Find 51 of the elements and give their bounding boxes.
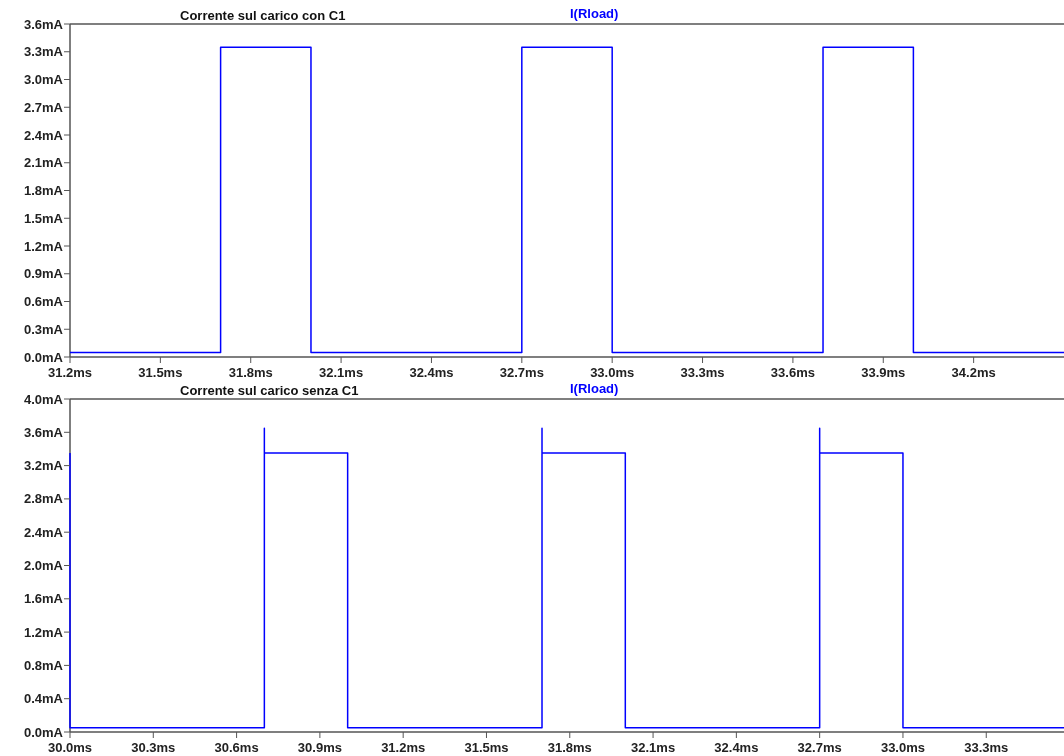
y-tick-label: 1.6mA	[23, 591, 64, 607]
x-tick-label: 33.0ms	[590, 365, 635, 380]
x-tick-label: 31.8ms	[547, 740, 592, 755]
y-tick-label: 3.6mA	[23, 424, 64, 440]
x-tick-label: 34.2ms	[951, 365, 996, 380]
y-tick-label: 0.0mA	[23, 724, 64, 740]
x-tick-label: 32.7ms	[797, 740, 842, 755]
y-tick-label: 0.6mA	[23, 294, 64, 310]
text: I(Rload)	[570, 381, 619, 396]
y-tick-label: 3.2mA	[23, 458, 64, 474]
y-tick-label: 2.0mA	[23, 558, 64, 574]
text: I(Rload)	[570, 6, 619, 21]
chart-title: Corrente sul carico senza C1	[180, 383, 359, 398]
y-tick-label: 3.3mA	[23, 44, 64, 60]
x-tick-label: 33.0ms	[880, 740, 926, 755]
x-tick-label: 33.3ms	[964, 740, 1009, 755]
x-tick-label: 32.1ms	[319, 365, 364, 380]
y-tick-label: 2.4mA	[23, 127, 64, 143]
x-tick-label: 31.5ms	[464, 740, 509, 755]
x-tick-label: 31.2ms	[381, 740, 426, 755]
x-tick-label: 31.8ms	[228, 365, 273, 380]
y-tick-label: 4.0mA	[23, 391, 64, 407]
x-tick-label: 32.7ms	[499, 365, 544, 380]
y-tick-label: 2.1mA	[23, 155, 64, 171]
y-tick-label: 0.4mA	[23, 691, 64, 707]
y-tick-label: 2.7mA	[23, 99, 64, 115]
y-tick-label: 1.2mA	[23, 624, 64, 640]
x-tick-label: 33.6ms	[770, 365, 815, 380]
x-tick-label: 30.9ms	[297, 740, 342, 755]
y-tick-label: 1.5mA	[23, 210, 64, 226]
y-tick-label: 2.8mA	[23, 491, 64, 507]
x-tick-label: 30.0ms	[47, 740, 93, 755]
y-tick-label: 1.2mA	[23, 238, 64, 254]
x-tick-label: 30.6ms	[214, 740, 259, 755]
x-tick-label: 31.2ms	[47, 365, 93, 380]
y-tick-label: 0.0mA	[23, 349, 64, 365]
y-tick-label: 0.3mA	[23, 321, 64, 337]
y-tick-label: 3.6mA	[23, 16, 64, 32]
y-tick-label: 0.9mA	[23, 266, 64, 282]
x-tick-label: 32.4ms	[714, 740, 759, 755]
x-tick-label: 32.4ms	[409, 365, 454, 380]
x-tick-label: 32.1ms	[631, 740, 676, 755]
y-tick-label: 0.8mA	[23, 657, 64, 673]
chart-title: Corrente sul carico con C1	[180, 8, 346, 23]
x-tick-label: 33.3ms	[680, 365, 725, 380]
x-tick-label: 31.5ms	[138, 365, 183, 380]
x-tick-label: 33.9ms	[861, 365, 906, 380]
y-tick-label: 3.0mA	[23, 72, 64, 88]
x-tick-label: 30.3ms	[131, 740, 176, 755]
y-tick-label: 1.8mA	[23, 183, 64, 199]
y-tick-label: 2.4mA	[23, 524, 64, 540]
